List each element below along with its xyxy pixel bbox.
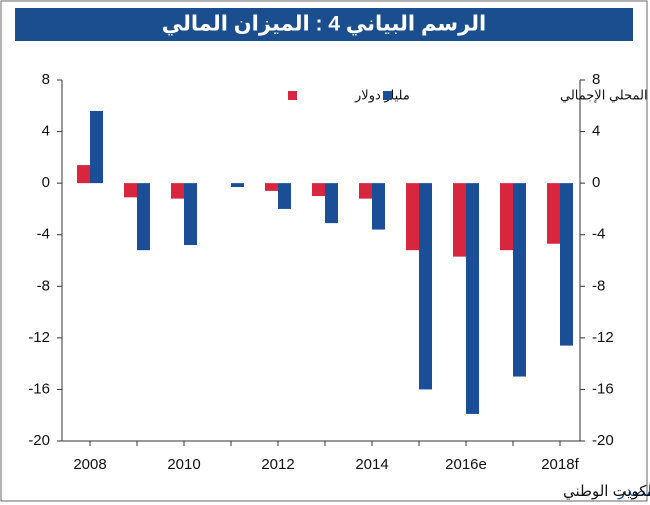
y-tick-label: -4 xyxy=(37,226,50,243)
bar xyxy=(466,183,479,414)
x-tick-label: 2016e xyxy=(445,456,487,473)
bar xyxy=(137,183,150,251)
bar xyxy=(77,165,90,184)
bar xyxy=(171,183,184,199)
y2-tick-label: -16 xyxy=(592,380,614,397)
bar xyxy=(453,183,466,257)
bar xyxy=(265,183,278,191)
bar xyxy=(500,183,513,251)
bar xyxy=(547,183,560,244)
legend-label: مليار دولار xyxy=(354,87,410,103)
bar xyxy=(372,183,385,230)
bar xyxy=(124,183,137,198)
y-tick-label: -12 xyxy=(28,329,50,346)
bar xyxy=(278,183,291,209)
bar xyxy=(90,110,103,184)
y-tick-label: 8 xyxy=(42,71,50,88)
y-tick-label: -16 xyxy=(28,380,50,397)
x-tick-label: 2018f xyxy=(541,456,579,473)
y-tick-label: -20 xyxy=(28,432,50,449)
bar xyxy=(419,183,432,390)
y2-tick-label: -8 xyxy=(592,277,605,294)
legend-swatch xyxy=(288,91,297,100)
source: : وزارة المالية وتقديرات بنك الكويت الوط… xyxy=(563,483,650,501)
y-tick-label: 4 xyxy=(42,123,50,140)
source-label: المصدر xyxy=(617,483,650,500)
x-tick-label: 2008 xyxy=(73,456,106,473)
y2-tick-label: 8 xyxy=(592,71,600,88)
y2-tick-label: -4 xyxy=(592,226,605,243)
chart-title: الرسم البياني 4 : الميزان المالي xyxy=(162,13,486,36)
x-tick-label: 2012 xyxy=(261,456,294,473)
y2-tick-label: -20 xyxy=(592,432,614,449)
legend-swatch xyxy=(383,91,392,100)
bar xyxy=(231,183,244,188)
bar xyxy=(359,183,372,199)
y-tick-label: -8 xyxy=(37,277,50,294)
bar xyxy=(325,183,338,224)
x-tick-label: 2010 xyxy=(167,456,200,473)
bar xyxy=(184,183,197,246)
y2-tick-label: 0 xyxy=(592,174,600,191)
bar xyxy=(312,183,325,197)
legend-label: %من الناتج المحلي الإجمالي xyxy=(560,87,650,103)
y2-tick-label: 4 xyxy=(592,123,600,140)
bar xyxy=(513,183,526,377)
title-bar xyxy=(15,8,633,41)
x-tick-label: 2014 xyxy=(355,456,388,473)
bar xyxy=(406,183,419,251)
y2-tick-label: -12 xyxy=(592,329,614,346)
bar xyxy=(560,183,573,346)
y-tick-label: 0 xyxy=(42,174,50,191)
